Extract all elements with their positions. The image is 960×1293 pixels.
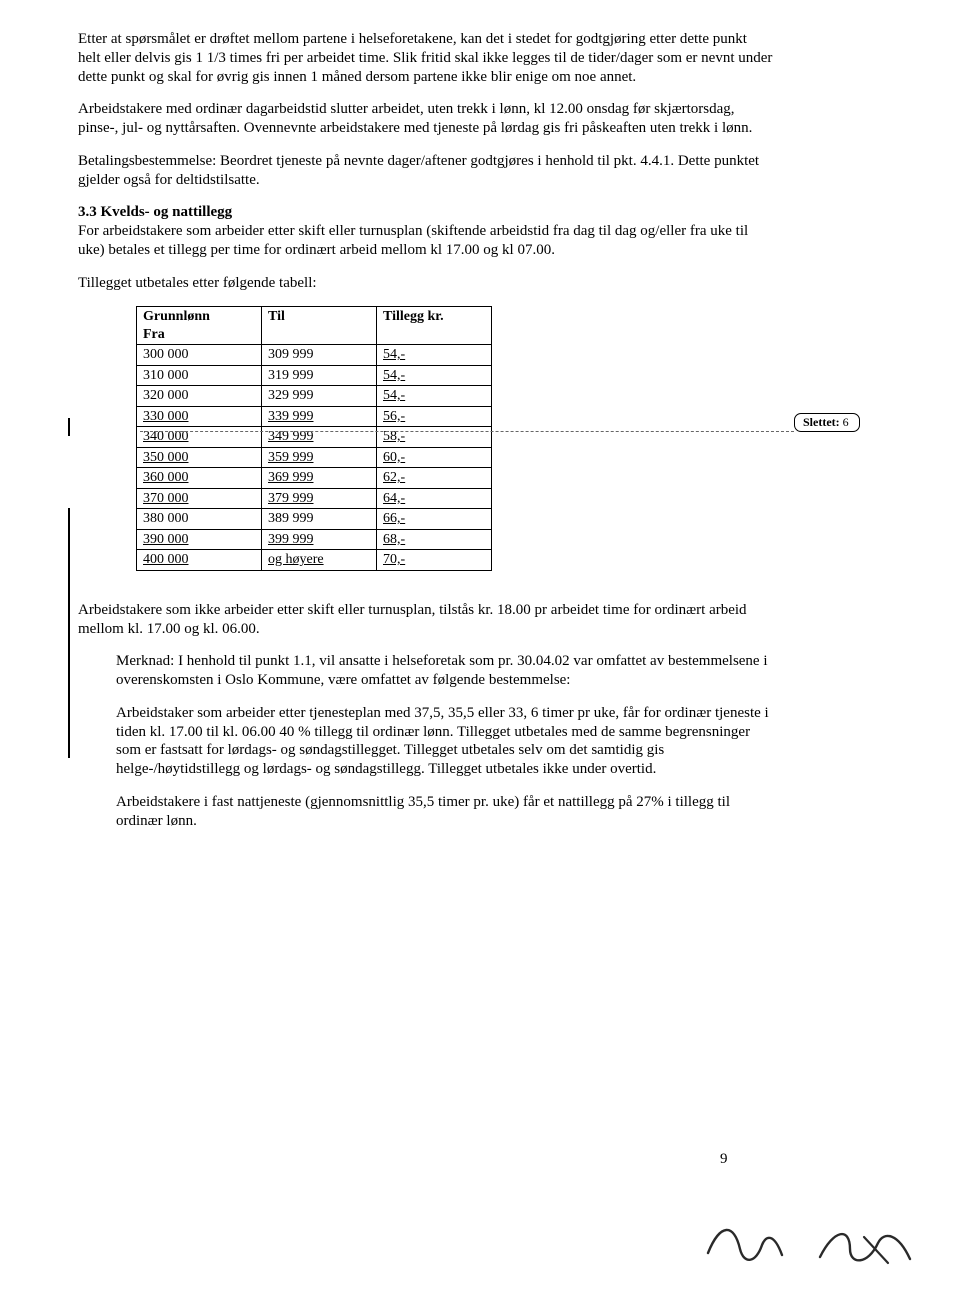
- body-text: For arbeidstakere som arbeider etter ski…: [78, 223, 748, 258]
- table-cell: 400 000: [137, 550, 262, 571]
- change-bar: [68, 418, 70, 436]
- table-cell: 360 000: [137, 468, 262, 489]
- table-cell: 310 000: [137, 365, 262, 386]
- table-row: 390 000399 99968,-: [137, 529, 492, 550]
- table-cell: 349 999: [262, 427, 377, 448]
- table-cell: 350 000: [137, 447, 262, 468]
- table-row: 340 000349 99958,-: [137, 427, 492, 448]
- table-header: GrunnlønnFra: [137, 307, 262, 345]
- table-row: 370 000379 99964,-: [137, 488, 492, 509]
- table-cell: 56,-: [377, 406, 492, 427]
- signature-icon: [700, 1215, 920, 1275]
- page-number: 9: [720, 1150, 728, 1169]
- table-cell: 399 999: [262, 529, 377, 550]
- paragraph: Betalingsbestemmelse: Beordret tjeneste …: [78, 152, 773, 190]
- paragraph: Tillegget utbetales etter følgende tabel…: [78, 274, 773, 293]
- comment-label: Slettet:: [803, 415, 840, 429]
- table-cell: 309 999: [262, 345, 377, 366]
- indented-block: Merknad: I henhold til punkt 1.1, vil an…: [116, 652, 773, 830]
- table-row: 310 000319 99954,-: [137, 365, 492, 386]
- paragraph: Arbeidstaker som arbeider etter tjeneste…: [116, 704, 773, 779]
- table-cell: 390 000: [137, 529, 262, 550]
- comment-value: 6: [843, 415, 849, 429]
- table-cell: 339 999: [262, 406, 377, 427]
- edited-value: 07.00.: [517, 242, 555, 258]
- paragraph: Arbeidstakere som ikke arbeider etter sk…: [78, 601, 773, 639]
- table-cell: og høyere: [262, 550, 377, 571]
- header-text: GrunnlønnFra: [143, 309, 210, 342]
- paragraph: Etter at spørsmålet er drøftet mellom pa…: [78, 30, 773, 86]
- table-cell: 58,-: [377, 427, 492, 448]
- table-row: 380 000389 99966,-: [137, 509, 492, 530]
- paragraph: 3.3 Kvelds- og nattillegg For arbeidstak…: [78, 203, 773, 259]
- table-cell: 60,-: [377, 447, 492, 468]
- table-cell: 54,-: [377, 365, 492, 386]
- signatures: [700, 1215, 920, 1281]
- table-cell: 369 999: [262, 468, 377, 489]
- table-cell: 380 000: [137, 509, 262, 530]
- table-cell: 64,-: [377, 488, 492, 509]
- table-cell: 389 999: [262, 509, 377, 530]
- table-cell: 320 000: [137, 386, 262, 407]
- table-header: Til: [262, 307, 377, 345]
- table-cell: 300 000: [137, 345, 262, 366]
- paragraph: Arbeidstakere med ordinær dagarbeidstid …: [78, 100, 773, 138]
- comment-bubble: Slettet: 6: [794, 413, 860, 432]
- table-cell: 319 999: [262, 365, 377, 386]
- document-body: Etter at spørsmålet er drøftet mellom pa…: [78, 30, 773, 830]
- table-cell: 340 000: [137, 427, 262, 448]
- table-row: 330 000339 99956,-: [137, 406, 492, 427]
- table-row: 350 000359 99960,-: [137, 447, 492, 468]
- table-cell: 379 999: [262, 488, 377, 509]
- table-cell: 329 999: [262, 386, 377, 407]
- paragraph: Arbeidstakere i fast nattjeneste (gjenno…: [116, 793, 773, 831]
- table-row: 400 000og høyere70,-: [137, 550, 492, 571]
- tillegg-table: GrunnlønnFra Til Tillegg kr. 300 000309 …: [136, 306, 492, 571]
- table-row: 300 000309 99954,-: [137, 345, 492, 366]
- table-cell: 62,-: [377, 468, 492, 489]
- change-bar: [68, 508, 70, 758]
- table-cell: 70,-: [377, 550, 492, 571]
- table-cell: 370 000: [137, 488, 262, 509]
- table-cell: 66,-: [377, 509, 492, 530]
- table-row: 320 000329 99954,-: [137, 386, 492, 407]
- table-cell: 359 999: [262, 447, 377, 468]
- table-cell: 330 000: [137, 406, 262, 427]
- table-cell: 54,-: [377, 345, 492, 366]
- table-cell: 68,-: [377, 529, 492, 550]
- table-header: Tillegg kr.: [377, 307, 492, 345]
- table-cell: 54,-: [377, 386, 492, 407]
- paragraph: Merknad: I henhold til punkt 1.1, vil an…: [116, 652, 773, 690]
- section-heading: 3.3 Kvelds- og nattillegg: [78, 204, 232, 220]
- table-row: 360 000369 99962,-: [137, 468, 492, 489]
